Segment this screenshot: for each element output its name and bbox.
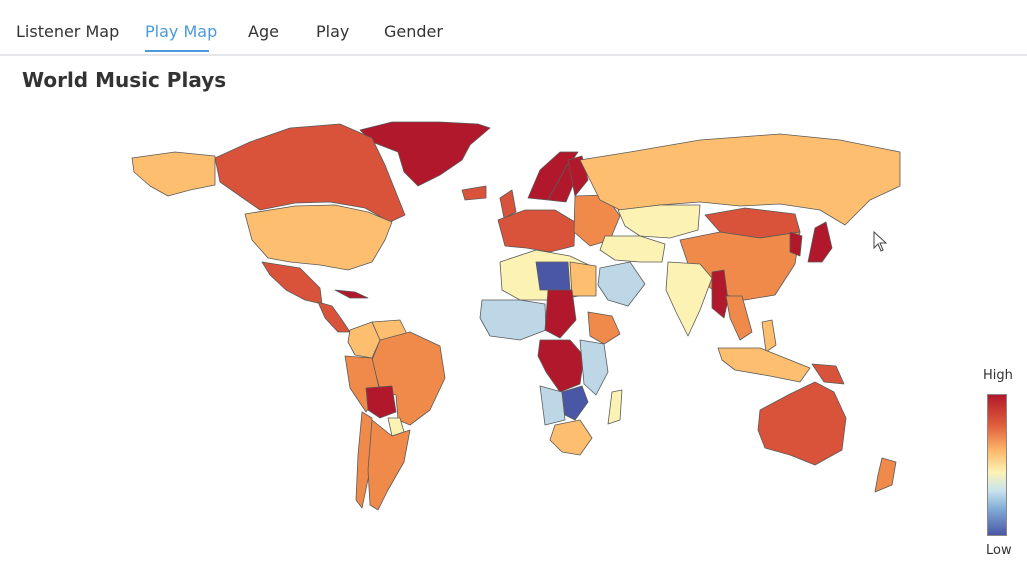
legend-high-label: High <box>983 368 1013 383</box>
map-region-india[interactable] <box>665 261 713 337</box>
map-region-dr-congo[interactable] <box>537 339 585 393</box>
color-scale-bar <box>987 394 1007 536</box>
map-region-chile[interactable] <box>355 411 373 509</box>
map-region-libya[interactable] <box>535 261 571 291</box>
map-region-new-zealand[interactable] <box>874 457 897 493</box>
map-region-west-africa[interactable] <box>479 299 547 341</box>
map-region-myanmar[interactable] <box>711 269 729 319</box>
map-region-alaska[interactable] <box>131 151 216 197</box>
map-region-east-africa[interactable] <box>579 339 609 396</box>
map-region-angola[interactable] <box>539 385 566 426</box>
map-region-madagascar[interactable] <box>607 389 623 425</box>
map-region-bolivia[interactable] <box>365 385 397 419</box>
map-region-southeast-asia[interactable] <box>725 295 753 341</box>
map-region-saudi-arabia[interactable] <box>597 261 646 307</box>
map-region-ethiopia[interactable] <box>587 311 621 345</box>
map-region-western-europe[interactable] <box>497 209 576 253</box>
world-map[interactable] <box>0 100 1027 574</box>
tab-gender[interactable]: Gender <box>384 22 443 41</box>
map-region-united-states[interactable] <box>244 204 393 271</box>
active-tab-indicator <box>145 50 209 52</box>
map-region-japan[interactable] <box>807 221 833 263</box>
map-region-mexico[interactable] <box>261 261 323 305</box>
map-region-egypt[interactable] <box>569 261 597 297</box>
map-region-indonesia[interactable] <box>717 347 811 383</box>
map-region-greenland[interactable] <box>359 121 491 187</box>
tab-play[interactable]: Play <box>316 22 350 41</box>
legend-low-label: Low <box>986 543 1012 558</box>
tab-play-map[interactable]: Play Map <box>145 22 218 41</box>
map-region-cuba[interactable] <box>334 289 369 299</box>
page-title: World Music Plays <box>22 68 227 92</box>
map-region-philippines[interactable] <box>761 319 777 353</box>
tab-bar: Listener Map Play Map Age Play Gender <box>0 0 1027 56</box>
mouse-cursor-icon <box>873 231 888 252</box>
map-region-korea[interactable] <box>789 231 803 257</box>
tab-age[interactable]: Age <box>248 22 279 41</box>
map-region-sudan[interactable] <box>544 289 577 339</box>
map-region-middle-east[interactable] <box>599 235 666 263</box>
map-region-united-kingdom[interactable] <box>499 189 517 219</box>
map-region-papua-new-guinea[interactable] <box>811 363 845 385</box>
map-region-kazakhstan[interactable] <box>617 204 701 239</box>
map-region-iceland[interactable] <box>461 185 487 201</box>
map-region-zambia[interactable] <box>561 385 589 421</box>
map-region-argentina[interactable] <box>367 419 411 511</box>
tab-listener-map[interactable]: Listener Map <box>16 22 120 41</box>
map-region-australia[interactable] <box>757 381 847 466</box>
map-region-central-america[interactable] <box>317 301 351 333</box>
map-region-south-africa[interactable] <box>549 419 593 456</box>
